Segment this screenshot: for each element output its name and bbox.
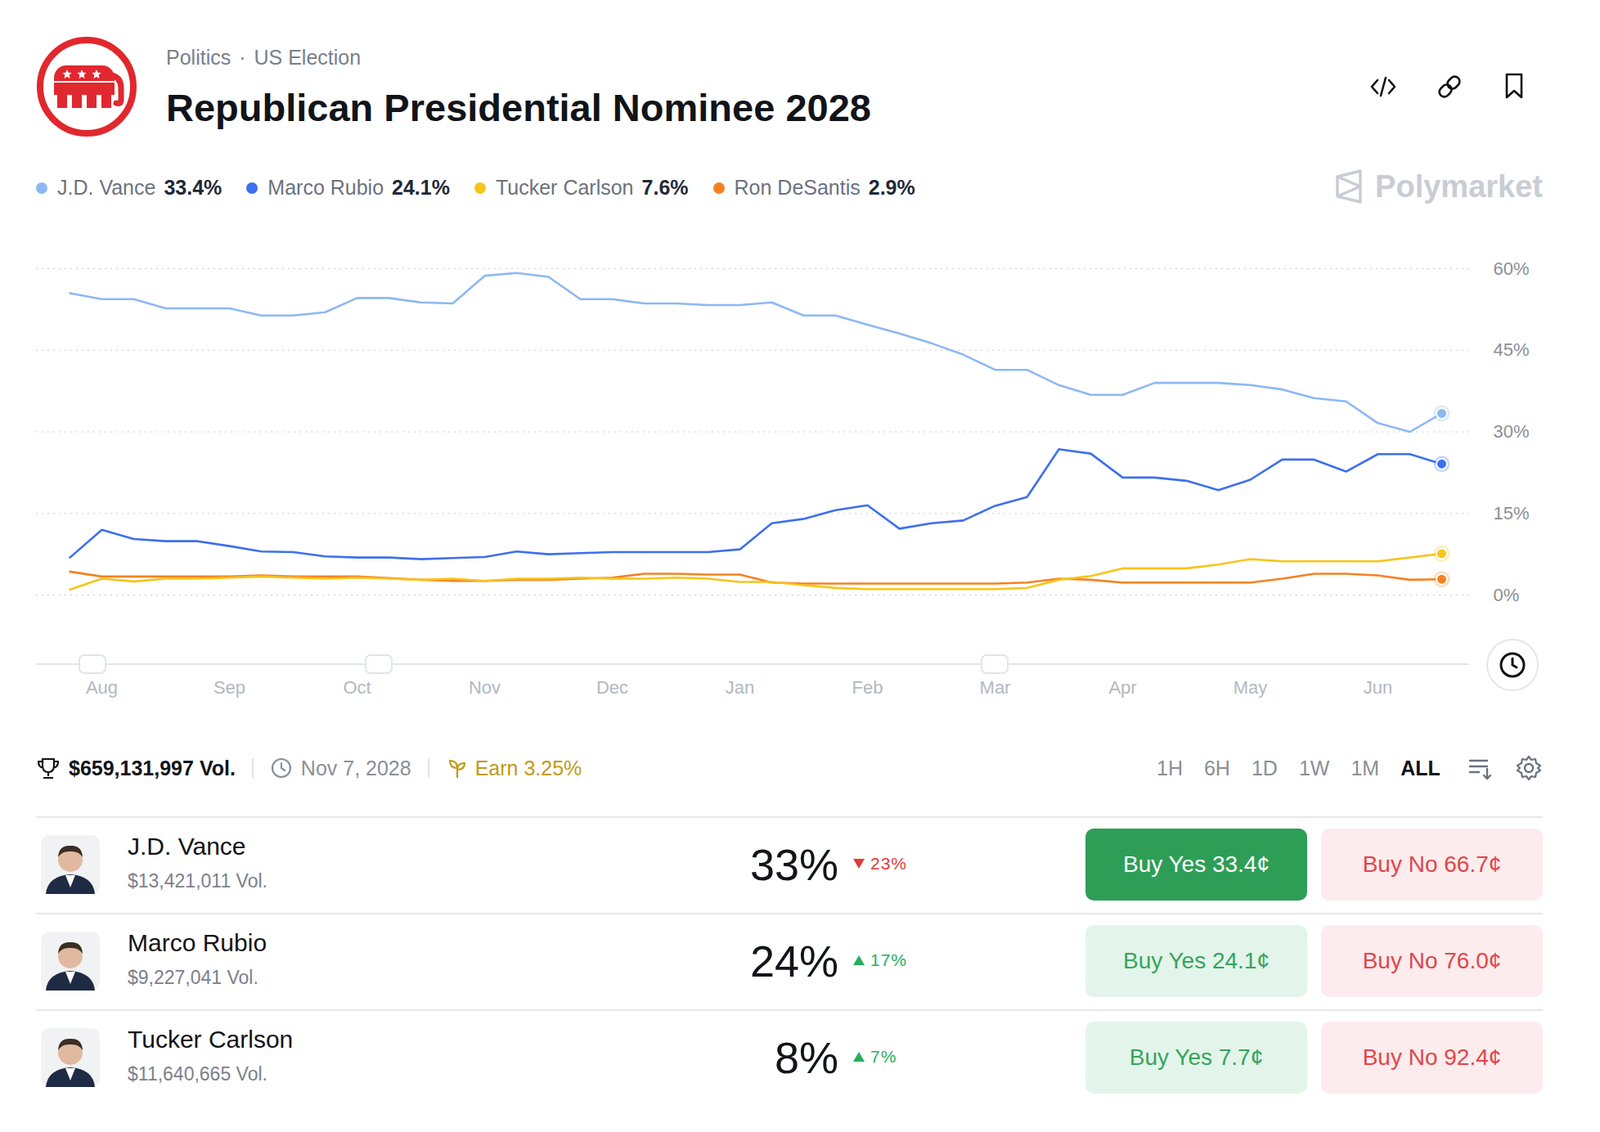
html-text:Nov 7, 2028: Nov 7, 2028: [300, 756, 412, 780]
svg-text:Dec: Dec: [596, 677, 629, 698]
html-text:6H: 6H: [1204, 756, 1231, 780]
html-text:Buy No 66.7¢: Buy No 66.7¢: [1362, 851, 1502, 877]
svg-text:Aug: Aug: [85, 677, 118, 698]
html-text:1H: 1H: [1156, 756, 1183, 780]
svg-text:Mar: Mar: [979, 677, 1012, 698]
html-text:Polymarket: Polymarket: [1375, 168, 1543, 204]
html-text:24%: 24%: [750, 936, 839, 986]
svg-text:30%: 30%: [1493, 421, 1530, 442]
html-text:Tucker Carlson: Tucker Carlson: [127, 1025, 294, 1053]
html-text:ALL: ALL: [1400, 756, 1441, 780]
html-text:Tucker Carlson 7.6%: Tucker Carlson 7.6%: [495, 175, 689, 199]
html-text:17%: 17%: [870, 950, 908, 970]
svg-text:Nov: Nov: [468, 677, 501, 698]
svg-text:15%: 15%: [1493, 503, 1530, 524]
html-text:Earn 3.25%: Earn 3.25%: [475, 756, 582, 780]
svg-text:60%: 60%: [1493, 258, 1530, 279]
html-text:J.D. Vance 33.4%: J.D. Vance 33.4%: [57, 175, 222, 199]
html-text:1D: 1D: [1251, 756, 1278, 780]
svg-text:Jun: Jun: [1363, 677, 1393, 698]
html-text:$659,131,997 Vol.: $659,131,997 Vol.: [68, 756, 236, 780]
html-text:23%: 23%: [870, 853, 908, 873]
html-text:Buy Yes 33.4¢: Buy Yes 33.4¢: [1123, 851, 1270, 877]
html-text:Politics · US Election: Politics · US Election: [166, 45, 361, 69]
svg-text:May: May: [1233, 677, 1268, 698]
svg-text:Sep: Sep: [213, 677, 246, 698]
html-text:$11,640,665 Vol.: $11,640,665 Vol.: [127, 1063, 268, 1085]
html-text:1M: 1M: [1350, 756, 1380, 780]
html-text:7%: 7%: [870, 1047, 897, 1066]
html-text:Marco Rubio 24.1%: Marco Rubio 24.1%: [267, 175, 450, 199]
html-text:Ron DeSantis 2.9%: Ron DeSantis 2.9%: [734, 175, 916, 199]
svg-text:Apr: Apr: [1108, 677, 1137, 698]
svg-text:0%: 0%: [1493, 584, 1520, 606]
html-text:$13,421,011 Vol.: $13,421,011 Vol.: [127, 870, 268, 892]
html-text:Republican Presidential Nomine: Republican Presidential Nominee 2028: [166, 85, 872, 130]
html-text:$9,227,041 Vol.: $9,227,041 Vol.: [127, 966, 259, 989]
html-text:Buy No 76.0¢: Buy No 76.0¢: [1362, 948, 1502, 974]
html-text:Buy No 92.4¢: Buy No 92.4¢: [1362, 1044, 1502, 1070]
html-text:J.D. Vance: J.D. Vance: [127, 832, 246, 860]
svg-text:Jan: Jan: [725, 677, 755, 698]
svg-text:Oct: Oct: [342, 677, 371, 698]
html-text:33%: 33%: [750, 840, 839, 890]
html-text:8%: 8%: [774, 1033, 839, 1083]
html-text:Buy Yes 7.7¢: Buy Yes 7.7¢: [1129, 1044, 1264, 1070]
svg-text:45%: 45%: [1493, 339, 1530, 360]
html-text:Marco Rubio: Marco Rubio: [127, 929, 267, 957]
svg-text:Feb: Feb: [852, 677, 884, 698]
html-text:Buy Yes 24.1¢: Buy Yes 24.1¢: [1123, 948, 1270, 974]
html-text:1W: 1W: [1298, 756, 1330, 780]
